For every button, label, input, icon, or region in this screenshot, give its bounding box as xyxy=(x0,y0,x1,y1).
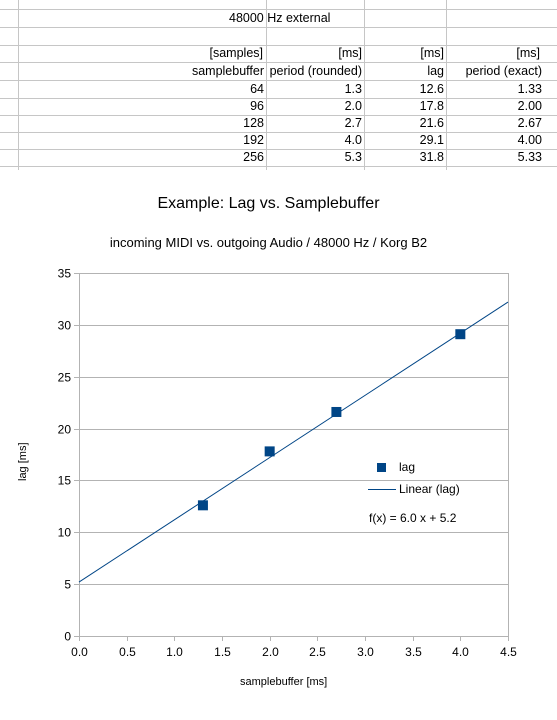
column-header: period (exact) xyxy=(465,64,542,78)
y-tick-label: 30 xyxy=(58,319,72,333)
x-tick-label: 1.0 xyxy=(166,645,183,659)
chart-area[interactable]: Example: Lag vs. Samplebuffer incoming M… xyxy=(0,176,557,720)
table-cell: 12.6 xyxy=(419,82,444,96)
table-cell: 1.33 xyxy=(517,82,542,96)
table-cell: 96 xyxy=(250,99,264,113)
y-tick-label: 10 xyxy=(58,526,72,540)
y-tick-label: 5 xyxy=(64,578,71,592)
y-tick-label: 0 xyxy=(64,630,71,644)
unit-cell: [ms] xyxy=(338,46,362,60)
table-cell: 31.8 xyxy=(419,150,444,164)
y-tick-label: 25 xyxy=(58,371,72,385)
x-axis-label: samplebuffer [ms] xyxy=(240,676,328,688)
legend-label-lag: lag xyxy=(399,460,416,474)
x-tick-label: 1.5 xyxy=(214,645,231,659)
table-cell: 256 xyxy=(243,150,264,164)
data-point xyxy=(197,500,208,511)
x-tick-label: 3.0 xyxy=(357,645,374,659)
table-cell: 5.3 xyxy=(344,150,362,164)
legend-label-linear: Linear (lag) xyxy=(399,482,460,496)
chart-subtitle: incoming MIDI vs. outgoing Audio / 48000… xyxy=(109,235,428,250)
table-cell: 5.33 xyxy=(517,150,542,164)
unit-cell: [ms] xyxy=(516,46,540,60)
x-tick-label: 2.5 xyxy=(309,645,326,659)
legend-marker-lag xyxy=(377,463,386,472)
table-cell: 192 xyxy=(243,133,264,147)
x-tick-label: 2.0 xyxy=(262,645,279,659)
table-cell: 4.00 xyxy=(517,133,542,147)
y-tick-label: 15 xyxy=(58,474,72,488)
column-header: samplebuffer xyxy=(191,64,264,78)
table-cell: 17.8 xyxy=(419,99,444,113)
unit-cell: [samples] xyxy=(209,46,264,60)
x-tick-label: 0.5 xyxy=(119,645,136,659)
table-cell: 128 xyxy=(243,116,264,130)
table-cell: 1.3 xyxy=(344,82,362,96)
x-tick-label: 4.0 xyxy=(452,645,469,659)
table-cell: 21.6 xyxy=(419,116,444,130)
y-tick-label: 20 xyxy=(58,423,72,437)
unit-cell: [ms] xyxy=(420,46,444,60)
table-cell: 2.00 xyxy=(517,99,542,113)
plot-svg: 0 5 10 15 20 25 30 35 0.0 0.5 1.0 1.5 2.0 2.5 3.0 3.5 4.… xyxy=(58,267,518,660)
y-tick-label: 35 xyxy=(58,267,72,281)
data-point xyxy=(264,446,275,457)
chart-title: Example: Lag vs. Samplebuffer xyxy=(157,195,380,212)
data-point xyxy=(455,329,466,340)
trendline xyxy=(78,301,509,583)
trendline-equation: f(x) = 6.0 x + 5.2 xyxy=(369,511,457,525)
table-cell: 2.7 xyxy=(344,116,362,130)
table-cell: 2.0 xyxy=(344,99,362,113)
table-cell: 29.1 xyxy=(419,133,444,147)
table-heading: 48000 Hz external xyxy=(229,11,331,25)
x-tick-label: 3.5 xyxy=(405,645,422,659)
table-cell: 64 xyxy=(250,82,264,96)
table-cell: 2.67 xyxy=(517,116,542,130)
column-header: lag xyxy=(427,64,444,78)
x-tick-label: 4.5 xyxy=(500,645,517,659)
plot-frame xyxy=(79,273,509,637)
table-cell: 4.0 xyxy=(344,133,362,147)
data-point xyxy=(331,406,342,417)
x-tick-label: 0.0 xyxy=(71,645,88,659)
y-axis-label: lag [ms] xyxy=(17,442,29,481)
column-header: period (rounded) xyxy=(269,64,362,78)
